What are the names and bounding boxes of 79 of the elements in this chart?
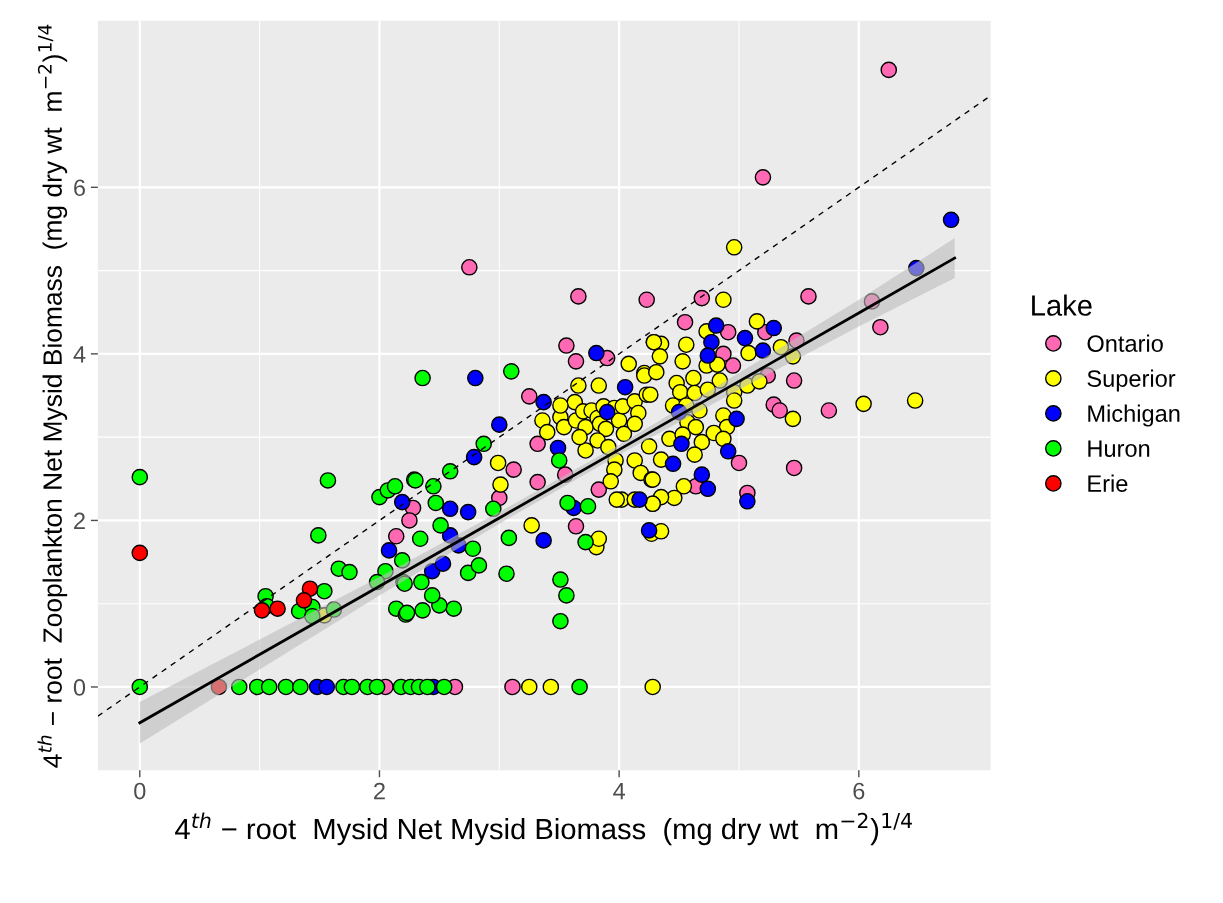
- point: [728, 410, 745, 428]
- legend-label: Superior: [1087, 369, 1176, 392]
- point: [567, 353, 585, 370]
- point: [401, 512, 418, 529]
- point: [908, 259, 925, 277]
- point: [393, 493, 411, 511]
- point: [253, 602, 271, 619]
- point: [631, 491, 648, 508]
- point: [673, 435, 690, 453]
- y-tick-label: 2: [74, 512, 85, 529]
- x-tick-label: 0: [134, 782, 146, 800]
- point: [210, 678, 228, 696]
- y-tick-label: 4: [73, 346, 86, 363]
- point: [800, 288, 817, 305]
- point: [736, 329, 754, 347]
- x-tick-label: 6: [853, 782, 865, 800]
- point: [505, 461, 522, 478]
- point: [719, 443, 737, 460]
- point: [707, 317, 725, 334]
- point: [441, 500, 459, 518]
- point: [724, 357, 742, 374]
- point: [880, 61, 898, 79]
- point: [638, 291, 655, 309]
- x-axis-title: 4$^{th}$ − root Mysid Net Mysid Biomass (mg dry wt m$^{−2}$)$^{1/4}$: [175, 812, 912, 846]
- point: [693, 466, 711, 483]
- point: [699, 347, 717, 364]
- point: [942, 211, 960, 229]
- point: [380, 542, 398, 559]
- point: [664, 455, 682, 473]
- point: [765, 319, 783, 337]
- point: [693, 289, 711, 307]
- point: [598, 403, 616, 421]
- point: [739, 492, 756, 510]
- point: [295, 592, 313, 609]
- x-tick-label: 4: [613, 782, 626, 800]
- point: [434, 555, 452, 573]
- point: [570, 288, 587, 305]
- point: [535, 393, 552, 411]
- point: [529, 473, 546, 491]
- point: [590, 481, 608, 498]
- point: [461, 258, 478, 276]
- point: [520, 388, 538, 405]
- point: [730, 454, 748, 472]
- legend-label: Erie: [1088, 474, 1128, 492]
- point: [490, 416, 508, 433]
- point: [504, 678, 521, 696]
- x-tick-label: 2: [374, 782, 385, 800]
- point: [703, 333, 720, 351]
- point: [872, 318, 889, 336]
- point: [754, 169, 772, 186]
- point: [676, 313, 694, 331]
- point: [131, 544, 149, 562]
- point: [269, 600, 286, 618]
- point: [588, 344, 605, 362]
- point: [754, 342, 772, 359]
- point: [558, 337, 575, 354]
- point: [535, 532, 552, 549]
- legend-label: Michigan: [1088, 404, 1180, 427]
- point: [567, 517, 585, 535]
- point: [771, 402, 789, 419]
- point: [820, 402, 838, 419]
- y-axis-title: 4$^{th}$ − root Zooplankton Net Mysid Biomass (mg dry wt m$^{−2}$)$^{1/4}$: [37, 24, 68, 768]
- legend-label: Ontario: [1087, 334, 1163, 352]
- legend-title: Lake: [1032, 294, 1092, 316]
- point: [529, 435, 546, 453]
- y-tick-label: 0: [73, 679, 86, 696]
- point: [616, 378, 634, 396]
- point: [785, 372, 803, 389]
- point: [387, 527, 405, 545]
- point: [467, 369, 484, 387]
- point: [719, 323, 737, 341]
- point: [318, 678, 336, 696]
- point: [785, 459, 803, 477]
- point: [459, 503, 477, 521]
- legend-label: Huron: [1088, 440, 1150, 457]
- y-tick-label: 6: [74, 179, 85, 197]
- point: [465, 448, 483, 466]
- point: [699, 480, 717, 498]
- point: [640, 522, 658, 539]
